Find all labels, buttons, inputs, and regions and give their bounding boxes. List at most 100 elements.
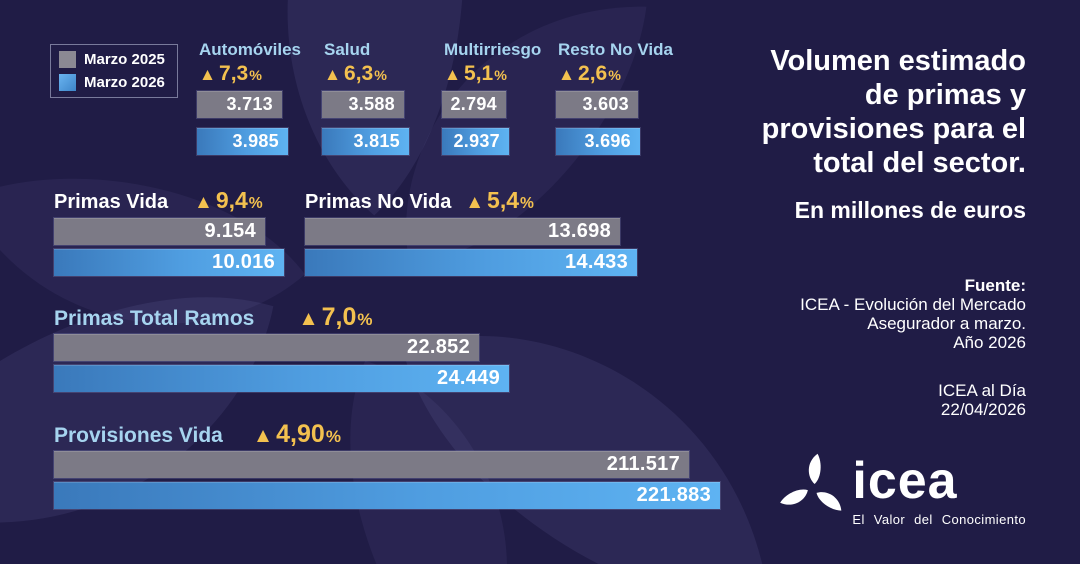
category-label: Multirriesgo — [444, 40, 542, 59]
bar-marzo-2025: 211.517 — [54, 451, 689, 478]
bar-marzo-2026: 2.937 — [442, 128, 509, 155]
bar-value: 13.698 — [548, 220, 611, 242]
legend-swatch-blue — [59, 74, 76, 91]
bar-marzo-2025: 3.588 — [322, 91, 404, 118]
bar-value: 211.517 — [606, 453, 680, 475]
up-triangle-icon: ▲ — [558, 64, 576, 84]
legend-label: Marzo 2025 — [84, 51, 165, 68]
bar-value: 3.985 — [232, 131, 279, 151]
category-label: Resto No Vida — [558, 40, 673, 59]
source-note: Fuente: ICEA - Evolución del Mercado Ase… — [686, 276, 1026, 352]
up-triangle-icon: ▲ — [252, 424, 274, 447]
up-triangle-icon: ▲ — [465, 191, 485, 212]
bar-marzo-2025: 13.698 — [305, 218, 620, 245]
row-label: Primas Total Ramos — [54, 307, 255, 330]
pct-change: ▲ 5,1% — [444, 62, 507, 86]
pct-sign: % — [608, 68, 621, 84]
pct-sign: % — [325, 427, 341, 446]
bar-value: 22.852 — [407, 336, 470, 358]
pct-sign: % — [249, 68, 262, 84]
pct-change: ▲ 9,4% — [194, 187, 263, 214]
title-line: de primas y — [864, 79, 1026, 111]
row-head: Provisiones Vida ▲ 4,90% — [54, 420, 341, 449]
row-head: Primas No Vida ▲ 5,4% — [305, 187, 534, 214]
row-label: Primas No Vida — [305, 191, 452, 213]
pct-sign: % — [374, 68, 387, 84]
icea-logo: icea El Valor del Conocimiento — [780, 452, 1026, 527]
logo-text-block: icea El Valor del Conocimiento — [852, 452, 1026, 527]
row-head: Primas Total Ramos ▲ 7,0% — [54, 303, 373, 332]
chart-legend: Marzo 2025 Marzo 2026 — [50, 44, 178, 98]
pct-value: 6,3 — [344, 62, 374, 85]
bar-marzo-2026: 14.433 — [305, 249, 637, 276]
up-triangle-icon: ▲ — [324, 64, 342, 84]
legend-item-2025: Marzo 2025 — [59, 51, 169, 68]
pct-sign: % — [357, 310, 373, 329]
bar-marzo-2025: 9.154 — [54, 218, 265, 245]
bar-marzo-2025: 3.713 — [197, 91, 282, 118]
bar-value: 2.794 — [450, 94, 497, 114]
pct-value: 5,1 — [464, 62, 494, 85]
pct-value: 4,90 — [276, 420, 325, 448]
bar-marzo-2026: 3.815 — [322, 128, 409, 155]
pct-change: ▲ 2,6% — [558, 62, 621, 86]
bar-value: 9.154 — [204, 220, 256, 242]
bar-marzo-2026: 3.696 — [556, 128, 640, 155]
bar-value: 3.588 — [348, 94, 395, 114]
bar-marzo-2026: 10.016 — [54, 249, 284, 276]
title-line: Volumen estimado — [770, 45, 1026, 77]
source-line: ICEA - Evolución del Mercado — [800, 295, 1026, 314]
bar-value: 14.433 — [565, 251, 628, 273]
row-label: Provisiones Vida — [54, 424, 223, 447]
legend-label: Marzo 2026 — [84, 74, 165, 91]
bar-marzo-2026: 3.985 — [197, 128, 288, 155]
page-subtitle: En millones de euros — [794, 197, 1026, 223]
up-triangle-icon: ▲ — [199, 64, 217, 84]
bar-marzo-2025: 2.794 — [442, 91, 506, 118]
bar-value: 3.815 — [353, 131, 400, 151]
title-line: total del sector. — [813, 147, 1026, 179]
bar-value: 2.937 — [453, 131, 500, 151]
logo-wordmark: icea — [852, 452, 958, 510]
bar-value: 3.713 — [226, 94, 273, 114]
row-head: Primas Vida ▲ 9,4% — [54, 187, 263, 214]
pct-sign: % — [248, 195, 263, 212]
source-line: Asegurador a marzo. — [867, 314, 1026, 333]
pct-value: 5,4 — [487, 187, 520, 213]
pct-value: 2,6 — [578, 62, 608, 85]
pct-change: ▲ 6,3% — [324, 62, 387, 86]
up-triangle-icon: ▲ — [298, 307, 319, 330]
bar-marzo-2025: 22.852 — [54, 334, 479, 361]
pct-sign: % — [494, 68, 507, 84]
bar-value: 221.883 — [636, 484, 711, 506]
up-triangle-icon: ▲ — [444, 64, 462, 84]
legend-item-2026: Marzo 2026 — [59, 74, 169, 91]
pct-change: ▲ 5,4% — [465, 187, 534, 214]
pct-change: ▲ 4,90% — [253, 420, 341, 449]
pct-sign: % — [520, 195, 534, 212]
pct-value: 7,0 — [321, 303, 357, 331]
legend-swatch-gray — [59, 51, 76, 68]
bar-value: 3.603 — [582, 94, 629, 114]
up-triangle-icon: ▲ — [194, 191, 213, 212]
bar-marzo-2026: 221.883 — [54, 482, 720, 509]
icea-pinwheel-icon — [780, 453, 842, 511]
publication-date: ICEA al Día 22/04/2026 — [686, 381, 1026, 419]
date-line: 22/04/2026 — [940, 400, 1026, 419]
category-label: Salud — [324, 40, 371, 59]
row-label: Primas Vida — [54, 191, 169, 213]
pct-change: ▲ 7,0% — [298, 303, 372, 332]
bar-marzo-2026: 24.449 — [54, 365, 509, 392]
pct-change: ▲ 7,3% — [199, 62, 262, 86]
bar-value: 10.016 — [212, 251, 275, 273]
bar-value: 24.449 — [437, 367, 500, 389]
date-line: ICEA al Día — [938, 381, 1026, 400]
title-line: provisiones para el — [761, 113, 1026, 145]
bar-value: 3.696 — [584, 131, 631, 151]
pct-value: 7,3 — [219, 62, 249, 85]
bar-marzo-2025: 3.603 — [556, 91, 638, 118]
page-title: Volumen estimado de primas y provisiones… — [686, 44, 1026, 180]
source-line: Año 2026 — [953, 333, 1026, 352]
logo-tagline: El Valor del Conocimiento — [852, 512, 1026, 527]
source-line: Fuente: — [964, 276, 1026, 295]
